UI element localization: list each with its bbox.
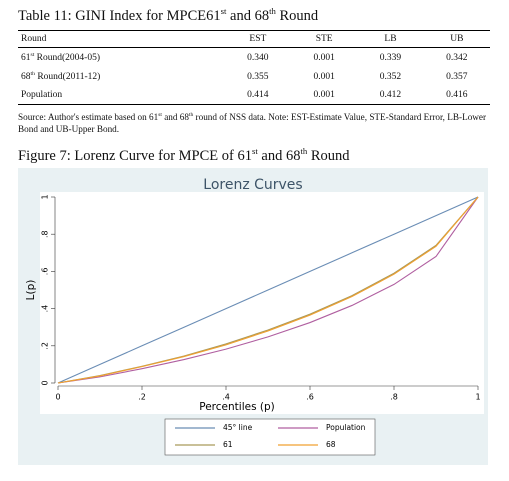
y-tick-label: .6 [41,268,50,276]
legend-label: 68 [326,440,336,449]
y-tick-label: 0 [41,380,50,385]
text-part: Population [21,90,63,101]
text-part: Source: Author's estimate based on 61 [18,112,159,123]
legend-label: 45° line [223,423,253,432]
x-tick-label: 0 [55,393,60,402]
cell: 0.355 [247,71,269,82]
y-axis-title: L(p) [25,280,37,301]
header-cell: STE [291,30,358,48]
x-tick-label: .6 [306,393,314,402]
y-tick-label: .2 [41,342,50,350]
header-row: Round EST STE LB UB [18,30,490,48]
gini-table: Round EST STE LB UB 61st Round(2004-05) 0.340 0… [18,30,490,106]
superscript: th [30,71,35,78]
cell: 0.001 [291,86,358,106]
legend [164,418,376,456]
x-tick-label: .4 [222,393,230,402]
cell: 0.357 [446,71,468,82]
text-part: and 68 [226,7,270,24]
header-cell: LB [357,30,424,48]
cell: 0.352 [379,71,402,82]
cell: 0.340 [247,52,269,63]
series-line [57,196,479,384]
legend-label: 61 [223,440,233,449]
cell: 0.339 [379,52,402,63]
chart: Lorenz Curves Percentiles (p) L(p) 0 .2 .4… [18,168,488,465]
text-part: Table 11: GINI Index for MPCE61 [18,7,221,24]
table-row: 68th Round(2011-12) 0.355 0.001 0.352 0.357 [18,67,490,86]
text-part: Round(2004-05) [34,53,100,64]
cell: 0.416 [423,86,490,106]
cell: 0.001 [313,71,335,82]
text-part: Figure 7: Lorenz Curve for MPCE of 61 [18,147,252,164]
superscript: th [269,6,276,16]
table-row: Population 0.414 0.001 0.412 0.416 [18,86,490,106]
x-tick-label: .8 [390,393,398,402]
row-label: 61st Round(2004-05) [18,48,225,68]
table-caption: Table 11: GINI Index for MPCE61st and 68… [18,6,318,25]
text-part: 68 [21,72,31,83]
cell: 0.001 [313,52,335,63]
text-part: Round(2011-12) [34,72,101,83]
row-label: Population [18,86,225,106]
cell: 0.414 [224,86,291,106]
text-part: and 68 [257,147,301,164]
series-line [57,196,479,384]
plot-background [40,192,484,414]
header-cell: UB [423,30,490,48]
source-note: Source: Author's estimate based on 61st … [18,109,498,135]
y-tick-label: .4 [41,305,50,313]
legend-label: Population [326,423,366,432]
superscript: th [188,112,194,118]
text-part: Round [275,7,319,24]
text-part: round of NSS data. Note: EST-Estimate Va… [18,112,487,135]
header-cell: EST [224,30,291,48]
superscript: th [300,146,308,156]
x-tick-label: .2 [138,393,146,402]
text-part: Round [307,147,350,164]
row-label: 68th Round(2011-12) [18,67,225,86]
figure-caption: Figure 7: Lorenz Curve for MPCE of 61st … [18,146,350,165]
text-part: 61 [21,53,31,64]
header-cell: Round [18,30,225,48]
series-line [57,196,479,384]
superscript: st [220,6,227,16]
superscript: st [251,146,258,156]
y-tick-label: .8 [41,230,50,238]
superscript: st [30,52,35,58]
cell: 0.412 [357,86,424,106]
text-part: and 68 [161,112,189,123]
x-tick-label: 1 [475,393,480,402]
superscript: st [158,112,162,118]
chart-title: Lorenz Curves [203,177,302,193]
x-axis-title: Percentiles (p) [199,401,274,413]
y-tick-label: 1 [41,194,50,199]
table-row: 61st Round(2004-05) 0.340 0.001 0.339 0.342 [18,48,490,68]
cell: 0.342 [446,52,468,63]
